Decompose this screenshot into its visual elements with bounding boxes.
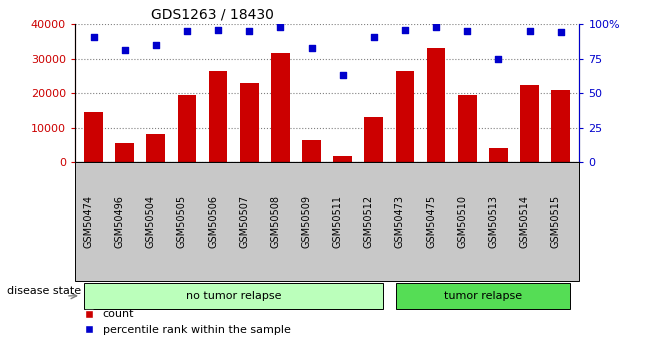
Point xyxy=(555,30,566,35)
Point xyxy=(337,72,348,78)
Bar xyxy=(115,143,134,162)
Text: GSM50504: GSM50504 xyxy=(146,195,156,248)
Text: GDS1263 / 18430: GDS1263 / 18430 xyxy=(150,8,273,22)
Bar xyxy=(209,71,227,162)
Text: GSM50475: GSM50475 xyxy=(426,195,436,248)
Text: GSM50512: GSM50512 xyxy=(364,195,374,248)
Point xyxy=(493,56,504,61)
Text: GSM50507: GSM50507 xyxy=(240,195,249,248)
Bar xyxy=(458,95,477,162)
Text: GSM50515: GSM50515 xyxy=(551,195,561,248)
Point xyxy=(244,28,255,34)
Text: no tumor relapse: no tumor relapse xyxy=(186,291,281,301)
Bar xyxy=(520,85,539,162)
Text: disease state: disease state xyxy=(7,286,81,296)
Bar xyxy=(302,140,321,162)
Point xyxy=(431,24,441,30)
Bar xyxy=(271,53,290,162)
Text: GSM50513: GSM50513 xyxy=(488,195,499,248)
Bar xyxy=(489,148,508,162)
Text: tumor relapse: tumor relapse xyxy=(444,291,522,301)
Bar xyxy=(365,117,383,162)
Point xyxy=(120,48,130,53)
Bar xyxy=(178,95,197,162)
Text: GSM50474: GSM50474 xyxy=(83,195,94,248)
Text: GSM50506: GSM50506 xyxy=(208,195,218,248)
Point xyxy=(150,42,161,48)
Text: GSM50505: GSM50505 xyxy=(177,195,187,248)
Point xyxy=(275,24,286,30)
Text: GSM50510: GSM50510 xyxy=(457,195,467,248)
Bar xyxy=(396,71,414,162)
Point xyxy=(89,34,99,39)
Point xyxy=(307,45,317,50)
Legend: count, percentile rank within the sample: count, percentile rank within the sample xyxy=(81,305,295,339)
Bar xyxy=(84,112,103,162)
Bar xyxy=(240,83,258,162)
Text: GSM50509: GSM50509 xyxy=(301,195,312,248)
Point xyxy=(524,28,534,34)
Point xyxy=(462,28,473,34)
Bar xyxy=(427,48,445,162)
Text: GSM50496: GSM50496 xyxy=(115,195,125,248)
Point xyxy=(213,27,223,32)
Bar xyxy=(146,134,165,162)
Text: GSM50473: GSM50473 xyxy=(395,195,405,248)
Point xyxy=(368,34,379,39)
Text: GSM50511: GSM50511 xyxy=(333,195,342,248)
Bar xyxy=(551,90,570,162)
Text: GSM50514: GSM50514 xyxy=(519,195,529,248)
Point xyxy=(182,28,192,34)
Bar xyxy=(333,156,352,162)
Point xyxy=(400,27,410,32)
Text: GSM50508: GSM50508 xyxy=(270,195,281,248)
